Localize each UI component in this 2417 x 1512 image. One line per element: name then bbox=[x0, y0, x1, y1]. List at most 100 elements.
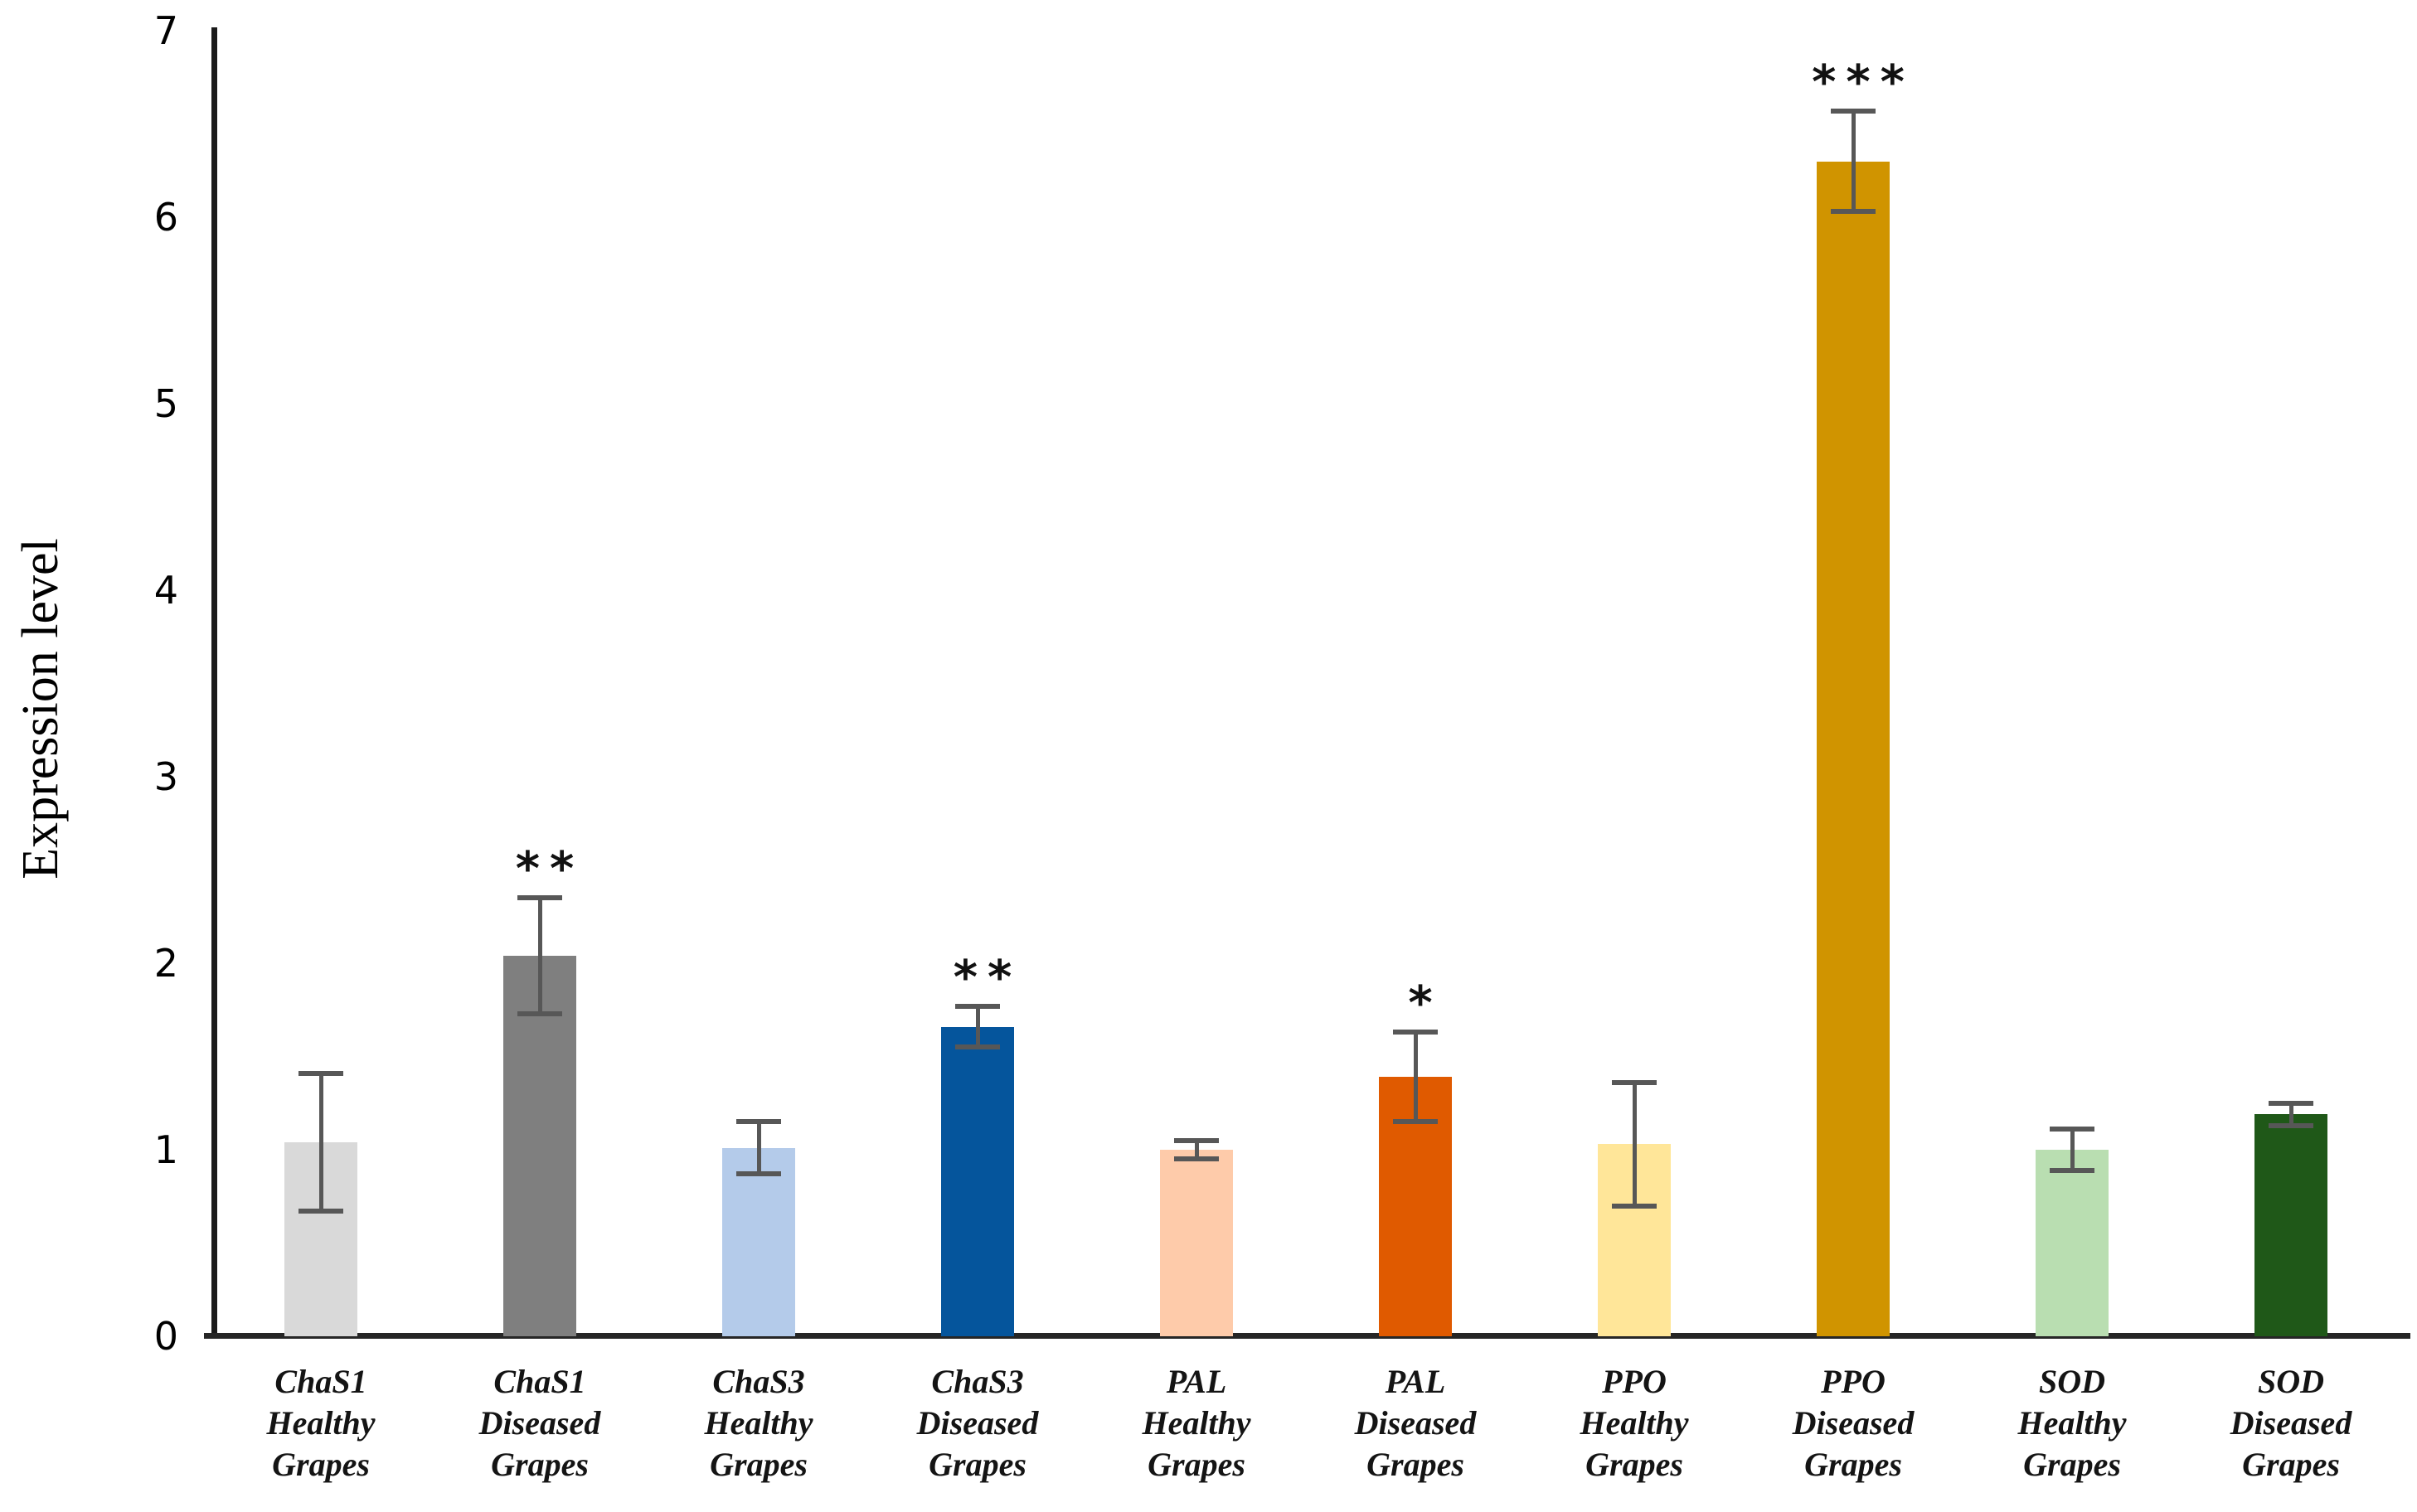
y-axis-tick-label: 1 bbox=[153, 1127, 178, 1172]
bar bbox=[2036, 1150, 2109, 1336]
significance-stars: *** bbox=[1812, 55, 1915, 109]
x-axis-label-line: SOD bbox=[2257, 1363, 2325, 1400]
error-bar-cap bbox=[736, 1171, 781, 1177]
y-axis-tick-label: 5 bbox=[153, 381, 178, 426]
x-axis-category-label: PPO Healthy Grapes bbox=[1525, 1361, 1744, 1485]
x-axis-label-line: ChaS3 bbox=[931, 1363, 1024, 1400]
error-bar-line bbox=[1413, 1032, 1418, 1122]
x-axis-label-line: Healthy bbox=[1580, 1404, 1689, 1442]
error-bar-cap bbox=[1612, 1203, 1657, 1209]
y-axis-tick-label: 7 bbox=[153, 8, 178, 53]
bar bbox=[2254, 1114, 2327, 1336]
x-axis-label-line: Grapes bbox=[1585, 1446, 1683, 1483]
x-axis-label-line: Grapes bbox=[491, 1446, 589, 1483]
x-axis-label-line: Grapes bbox=[1366, 1446, 1464, 1483]
x-axis-label-line: ChaS1 bbox=[274, 1363, 367, 1400]
error-bar-cap bbox=[2050, 1167, 2094, 1173]
x-axis-category-label: ChaS3 Diseased Grapes bbox=[868, 1361, 1087, 1485]
x-axis-label-line: Grapes bbox=[272, 1446, 370, 1483]
x-axis-label-line: Diseased bbox=[1354, 1404, 1477, 1442]
bar-slot bbox=[1963, 31, 2182, 1336]
error-bar-line bbox=[1851, 110, 1856, 212]
x-axis-label-line: ChaS3 bbox=[712, 1363, 805, 1400]
error-bar-cap bbox=[298, 1209, 343, 1214]
x-axis-label-line: Grapes bbox=[2023, 1446, 2121, 1483]
y-axis-title: Expression level bbox=[12, 538, 69, 880]
y-axis-tick-label: 2 bbox=[153, 941, 178, 986]
x-axis-label-line: PAL bbox=[1385, 1363, 1446, 1400]
error-bar-cap bbox=[1174, 1137, 1219, 1143]
x-axis-label-line: Diseased bbox=[478, 1404, 601, 1442]
y-axis-line bbox=[211, 27, 217, 1336]
y-axis-tick-label: 4 bbox=[153, 568, 178, 613]
bar-slot: * bbox=[1306, 31, 1525, 1336]
error-bar-line bbox=[2288, 1102, 2293, 1126]
bar-slot bbox=[649, 31, 868, 1336]
x-axis-label-line: ChaS1 bbox=[493, 1363, 586, 1400]
bar-slot: *** bbox=[1744, 31, 1963, 1336]
error-bar-cap bbox=[955, 1003, 1000, 1009]
x-axis-label-line: Grapes bbox=[710, 1446, 808, 1483]
x-axis-label-line: Healthy bbox=[266, 1404, 376, 1442]
error-bar-cap bbox=[1393, 1030, 1438, 1035]
error-bar-cap bbox=[298, 1070, 343, 1076]
x-axis-label-line: Grapes bbox=[929, 1446, 1026, 1483]
error-bar-cap bbox=[2269, 1122, 2313, 1128]
error-bar-cap bbox=[1174, 1156, 1219, 1162]
bar bbox=[941, 1026, 1014, 1336]
bar bbox=[503, 956, 576, 1336]
x-axis-category-label: ChaS1 Diseased Grapes bbox=[430, 1361, 649, 1485]
error-bar-cap bbox=[1612, 1080, 1657, 1085]
x-axis-category-label: SOD Healthy Grapes bbox=[1963, 1361, 2182, 1485]
x-axis-label-line: Diseased bbox=[2230, 1404, 2352, 1442]
error-bar-cap bbox=[1393, 1119, 1438, 1125]
x-axis-label-line: Healthy bbox=[2017, 1404, 2127, 1442]
y-axis-tick-label: 0 bbox=[153, 1314, 178, 1359]
bar-slot bbox=[1525, 31, 1744, 1336]
x-axis-label-line: Grapes bbox=[2242, 1446, 2340, 1483]
bar bbox=[1160, 1150, 1233, 1336]
bar-slot bbox=[2182, 31, 2400, 1336]
x-axis-label-line: PPO bbox=[1602, 1363, 1667, 1400]
bar bbox=[1817, 161, 1890, 1336]
x-axis-label-line: Healthy bbox=[1142, 1404, 1251, 1442]
x-axis-category-label: ChaS3 Healthy Grapes bbox=[649, 1361, 868, 1485]
error-bar-cap bbox=[2050, 1127, 2094, 1132]
x-axis-label-line: Diseased bbox=[916, 1404, 1039, 1442]
error-bar-cap bbox=[1831, 209, 1876, 215]
bar-slot: ** bbox=[868, 31, 1087, 1336]
x-axis-category-label: SOD Diseased Grapes bbox=[2182, 1361, 2400, 1485]
error-bar-line bbox=[2070, 1129, 2075, 1170]
error-bar-line bbox=[1194, 1140, 1199, 1160]
x-axis-label-line: PAL bbox=[1166, 1363, 1227, 1400]
x-axis-category-label: PAL Healthy Grapes bbox=[1087, 1361, 1306, 1485]
x-axis-label-line: SOD bbox=[2038, 1363, 2106, 1400]
x-axis-label-line: Diseased bbox=[1792, 1404, 1915, 1442]
x-axis-line bbox=[204, 1333, 2410, 1339]
x-axis-category-label: PPO Diseased Grapes bbox=[1744, 1361, 1963, 1485]
significance-stars: ** bbox=[953, 950, 1022, 1005]
x-axis-label-line: PPO bbox=[1821, 1363, 1886, 1400]
x-axis-label-line: Healthy bbox=[704, 1404, 813, 1442]
error-bar-cap bbox=[2269, 1100, 2313, 1106]
error-bar-cap bbox=[517, 1010, 562, 1016]
x-axis-label-line: Grapes bbox=[1148, 1446, 1245, 1483]
bar bbox=[722, 1147, 795, 1336]
error-bar-line bbox=[975, 1006, 980, 1048]
error-bar-cap bbox=[955, 1044, 1000, 1050]
significance-stars: ** bbox=[515, 842, 585, 897]
error-bar-cap bbox=[1831, 108, 1876, 114]
error-bar-cap bbox=[517, 895, 562, 901]
y-axis-tick-label: 6 bbox=[153, 195, 178, 240]
error-bar-line bbox=[756, 1122, 761, 1175]
bar-slot bbox=[1087, 31, 1306, 1336]
error-bar-line bbox=[318, 1073, 323, 1212]
error-bar-line bbox=[1632, 1083, 1637, 1206]
x-axis-category-label: ChaS1 Healthy Grapes bbox=[211, 1361, 430, 1485]
bar-slot: ** bbox=[430, 31, 649, 1336]
error-bar-cap bbox=[736, 1119, 781, 1125]
significance-stars: * bbox=[1408, 976, 1443, 1031]
x-axis-labels: ChaS1 Healthy Grapes ChaS1 Diseased Grapes Cha… bbox=[211, 1361, 2400, 1510]
